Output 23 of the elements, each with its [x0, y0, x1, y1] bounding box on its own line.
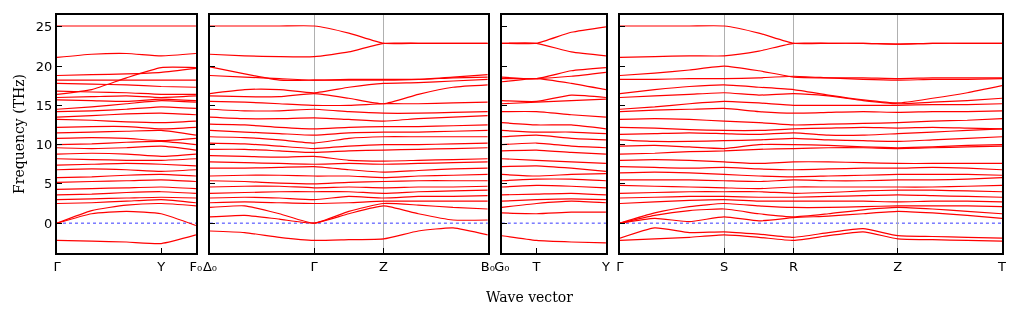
y-tick-label: 10 — [35, 137, 53, 153]
x-tick-label: Y — [600, 258, 610, 274]
x-axis-title: Wave vector — [486, 289, 574, 305]
x-tick-label: Z — [379, 258, 389, 274]
x-tick-label: F₀ — [189, 258, 203, 274]
x-tick-label: R — [789, 258, 799, 274]
y-tick-label: 20 — [35, 58, 53, 74]
y-tick-label: 25 — [35, 19, 53, 35]
x-tick-label: G₀ — [494, 258, 510, 274]
x-tick-label: B₀ — [480, 258, 495, 274]
y-axis-title: Frequency (THz) — [10, 73, 27, 195]
x-tick-label: S — [720, 258, 729, 274]
x-tick-label: Δ₀ — [202, 258, 217, 274]
x-tick-label: Γ — [310, 258, 319, 274]
x-tick-label: T — [997, 258, 1007, 274]
x-tick-label: Z — [893, 258, 903, 274]
y-tick-label: 15 — [35, 97, 53, 113]
x-tick-label: T — [531, 258, 541, 274]
y-tick-label: 5 — [44, 176, 53, 192]
x-tick-label: Γ — [616, 258, 625, 274]
y-tick-label: 0 — [44, 215, 53, 231]
x-tick-label: Y — [156, 258, 166, 274]
x-tick-label: Γ — [53, 258, 62, 274]
